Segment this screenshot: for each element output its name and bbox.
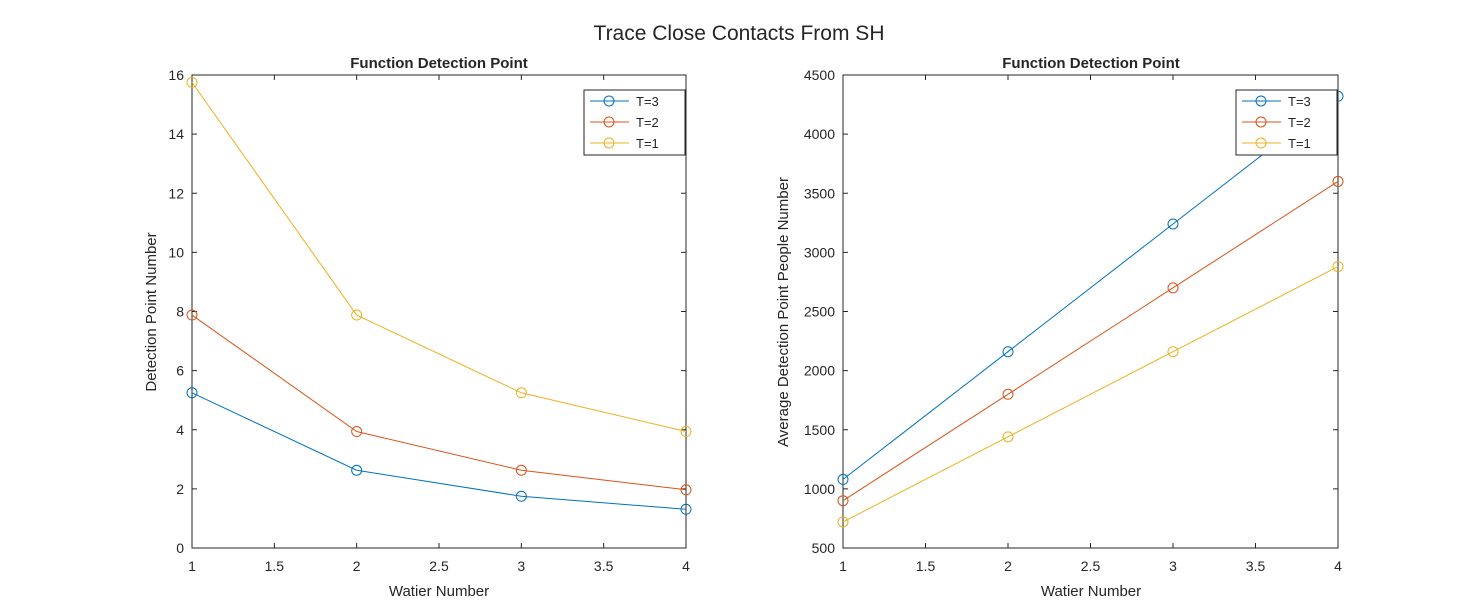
- left-x-tick-label: 3: [517, 558, 525, 574]
- left-x-tick-label: 2: [353, 558, 361, 574]
- right-data-point-t3: [837, 473, 849, 485]
- left-y-tick-label: 2: [176, 481, 184, 497]
- left-x-tick-label: 2.5: [429, 558, 449, 574]
- right-y-axis-label: Average Detection Point People Number: [775, 177, 792, 447]
- left-legend-label-t1: T=1: [636, 136, 659, 151]
- left-x-tick-label: 1.5: [265, 558, 285, 574]
- left-data-point-t1: [515, 387, 527, 399]
- right-data-point-t3: [1167, 218, 1179, 230]
- right-x-tick-label: 1.5: [916, 558, 936, 574]
- left-y-tick-label: 16: [168, 67, 184, 83]
- left-y-axis-label: Detection Point Number: [143, 232, 160, 391]
- right-series-line-t1: [842, 266, 1339, 523]
- right-data-point-t1: [1002, 431, 1014, 443]
- left-x-tick-label: 4: [682, 558, 690, 574]
- left-legend-marker-t3: [603, 95, 615, 107]
- right-data-point-t2: [837, 495, 849, 507]
- right-series-line-t3: [842, 95, 1339, 480]
- right-data-point-t2: [1002, 388, 1014, 400]
- right-y-tick-label: 1500: [804, 422, 835, 438]
- left-y-tick-label: 4: [176, 422, 184, 438]
- right-x-tick-label: 2.5: [1081, 558, 1101, 574]
- right-y-tick-label: 2500: [804, 304, 835, 320]
- right-data-point-t1: [837, 516, 849, 528]
- right-y-tick-label: 4500: [804, 67, 835, 83]
- left-y-tick-label: 12: [168, 185, 184, 201]
- right-x-tick-label: 4: [1334, 558, 1342, 574]
- left-data-point-t1: [186, 76, 198, 88]
- left-y-tick-label: 6: [176, 363, 184, 379]
- left-data-point-t2: [351, 426, 363, 438]
- right-data-point-t2: [1167, 282, 1179, 294]
- left-x-tick-label: 1: [188, 558, 196, 574]
- right-y-tick-label: 1000: [804, 481, 835, 497]
- left-legend-marker-t1: [603, 137, 615, 149]
- right-x-tick-label: 3.5: [1246, 558, 1266, 574]
- right-y-tick-label: 3000: [804, 244, 835, 260]
- right-y-tick-label: 2000: [804, 363, 835, 379]
- right-series-line-t2: [842, 181, 1339, 502]
- right-y-tick-label: 500: [812, 540, 836, 556]
- left-y-tick-label: 10: [168, 244, 184, 260]
- left-axes: Function Detection Point Watier Number D…: [143, 55, 692, 600]
- right-axes-title: Function Detection Point: [1002, 55, 1180, 72]
- left-legend-marker-t2: [603, 116, 615, 128]
- right-y-tick-label: 3500: [804, 185, 835, 201]
- left-data-point-t3: [515, 490, 527, 502]
- left-legend-label-t3: T=3: [636, 94, 659, 109]
- left-data-point-t2: [680, 484, 692, 496]
- left-x-axis-label: Watier Number: [389, 583, 489, 600]
- left-axes-title: Function Detection Point: [350, 55, 528, 72]
- right-x-axis-label: Watier Number: [1041, 583, 1141, 600]
- left-data-point-t3: [186, 387, 198, 399]
- left-data-point-t1: [680, 426, 692, 438]
- right-legend-label-t3: T=3: [1288, 94, 1311, 109]
- right-legend-marker-t2: [1255, 116, 1267, 128]
- right-axes: Function Detection Point Watier Number A…: [775, 55, 1344, 600]
- left-series-line-t2: [191, 314, 687, 491]
- right-data-point-t1: [1167, 346, 1179, 358]
- right-x-tick-label: 2: [1004, 558, 1012, 574]
- right-legend-marker-t3: [1255, 95, 1267, 107]
- left-data-point-t1: [351, 309, 363, 321]
- figure-suptitle: Trace Close Contacts From SH: [594, 22, 885, 45]
- left-series-line-t1: [191, 82, 687, 433]
- right-x-tick-label: 1: [839, 558, 847, 574]
- left-y-tick-label: 14: [168, 126, 184, 142]
- right-x-tick-label: 3: [1169, 558, 1177, 574]
- left-data-point-t3: [351, 464, 363, 476]
- left-data-point-t2: [515, 464, 527, 476]
- left-y-tick-label: 0: [176, 540, 184, 556]
- left-data-point-t3: [680, 503, 692, 515]
- left-x-tick-label: 3.5: [594, 558, 614, 574]
- left-data-point-t2: [186, 309, 198, 321]
- right-legend-label-t2: T=2: [1288, 115, 1311, 130]
- left-legend-label-t2: T=2: [636, 115, 659, 130]
- right-data-point-t3: [1002, 346, 1014, 358]
- right-legend-label-t1: T=1: [1288, 136, 1311, 151]
- right-data-point-t1: [1332, 261, 1344, 273]
- left-y-tick-label: 8: [176, 304, 184, 320]
- right-y-tick-label: 4000: [804, 126, 835, 142]
- left-series-line-t3: [191, 392, 687, 510]
- right-data-point-t2: [1332, 175, 1344, 187]
- right-legend-marker-t1: [1255, 137, 1267, 149]
